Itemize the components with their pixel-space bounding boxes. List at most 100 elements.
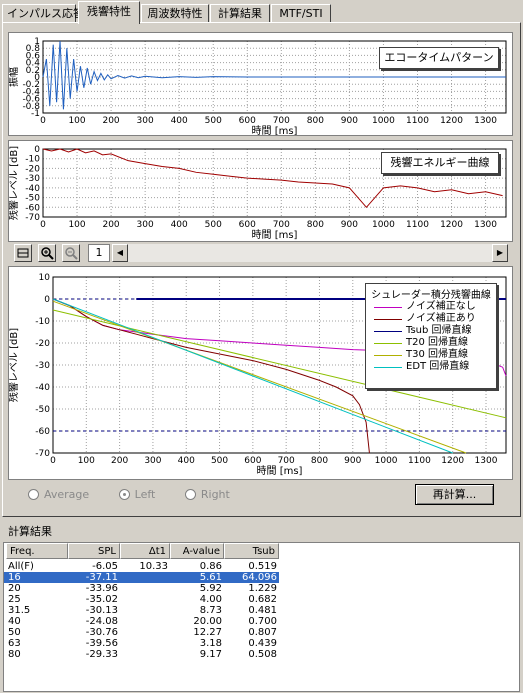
zoom-out-button[interactable] bbox=[62, 244, 80, 262]
col-freq[interactable]: Freq. bbox=[6, 543, 68, 559]
fit-view-button[interactable] bbox=[14, 244, 32, 262]
scroll-right-icon[interactable]: ▶ bbox=[492, 244, 508, 262]
y-tick-label: 0 bbox=[34, 145, 40, 155]
energy-series-line bbox=[42, 148, 503, 209]
tab-impulse-response[interactable]: インパルス応答 bbox=[2, 4, 84, 22]
table-cell: 5.92 bbox=[199, 583, 222, 594]
recalculate-button[interactable]: 再計算... bbox=[415, 484, 494, 505]
table-cell: 0.439 bbox=[248, 638, 277, 649]
table-cell: 50 bbox=[8, 627, 21, 638]
col-a-value[interactable]: A-value bbox=[170, 543, 224, 559]
tab-frequency[interactable]: 周波数特性 bbox=[141, 4, 209, 22]
x-tick-label: 1300 bbox=[474, 116, 497, 126]
y-tick-label: -50 bbox=[35, 405, 50, 415]
radio-average[interactable]: Average bbox=[28, 488, 89, 501]
x-tick-label: 200 bbox=[102, 220, 119, 230]
col-dt1[interactable]: Δt1 bbox=[120, 543, 170, 559]
radio-right-label: Right bbox=[200, 488, 230, 501]
tab-calc-results[interactable]: 計算結果 bbox=[210, 4, 270, 22]
y-axis-label: 残響レベル [dB] bbox=[9, 146, 20, 220]
zoom-in-button[interactable] bbox=[38, 244, 56, 262]
table-cell: 10.33 bbox=[139, 561, 168, 572]
legend-item: T30 回帰直線 bbox=[366, 349, 496, 361]
y-axis-label: 振幅 bbox=[9, 67, 20, 87]
table-row[interactable]: All(F) -6.05 10.33 0.86 0.519 bbox=[4, 561, 279, 572]
x-tick-label: 500 bbox=[211, 456, 228, 466]
plot-frame bbox=[42, 148, 507, 218]
y-axis-label: 残響レベル [dB] bbox=[9, 328, 20, 402]
echo-chart-svg: 0 100 200 300 400 500 600 700 800 900 1000 1100 1200… bbox=[7, 37, 507, 137]
tab-reverberation[interactable]: 残響特性 bbox=[78, 1, 140, 24]
scroll-left-icon[interactable]: ◀ bbox=[112, 244, 128, 262]
radio-right[interactable]: Right bbox=[184, 488, 230, 501]
legend-item: EDT 回帰直線 bbox=[366, 361, 496, 373]
page-field[interactable]: 1 bbox=[88, 244, 110, 262]
table-row[interactable]: 40 -24.08 20.00 0.700 bbox=[4, 616, 279, 627]
table-cell: 5.61 bbox=[199, 572, 222, 583]
x-tick-label: 1300 bbox=[474, 220, 497, 230]
energy-chart: 0 100 200 300 400 500 600 700 800 900 1000 1100 1200… bbox=[7, 140, 513, 242]
tab-mtf-sti[interactable]: MTF/STI bbox=[271, 4, 331, 22]
table-row[interactable]: 31.5 -30.13 8.73 0.481 bbox=[4, 605, 279, 616]
y-tick-label: -40 bbox=[35, 383, 50, 393]
legend-swatch bbox=[374, 343, 402, 344]
y-tick-label: -50 bbox=[25, 194, 40, 204]
y-tick-label: -20 bbox=[35, 339, 50, 349]
zoom-in-icon bbox=[41, 247, 54, 260]
table-cell: 1.229 bbox=[248, 583, 277, 594]
y-tick-label: -60 bbox=[35, 427, 50, 437]
energy-chart-svg: 0 100 200 300 400 500 600 700 800 900 1000 1100 1200… bbox=[7, 145, 507, 241]
y-tick-label: -1 bbox=[31, 109, 40, 119]
y-tick-label: -30 bbox=[25, 174, 40, 184]
decay-legend-items: ノイズ補正なし ノイズ補正あり Tsub 回帰直線 T20 回帰直線 T30 回帰直線 E… bbox=[366, 301, 496, 373]
table-cell: 80 bbox=[8, 649, 21, 660]
x-tick-label: 1300 bbox=[475, 456, 498, 466]
table-row[interactable]: 80 -29.33 9.17 0.508 bbox=[4, 649, 279, 660]
x-tick-label: 800 bbox=[307, 116, 324, 126]
col-tsub[interactable]: Tsub bbox=[224, 543, 279, 559]
legend-label: EDT 回帰直線 bbox=[406, 361, 470, 372]
decay-chart: 0 100 200 300 400 500 600 700 800 900 1000 1100 1200… bbox=[7, 266, 513, 480]
channel-radio-group: Average Left Right bbox=[28, 488, 230, 501]
table-cell: 0.700 bbox=[248, 616, 277, 627]
table-row[interactable]: 63 -39.56 3.18 0.439 bbox=[4, 638, 279, 649]
horizontal-scrollbar[interactable]: ◀ ▶ bbox=[112, 244, 508, 262]
table-cell: 0.807 bbox=[248, 627, 277, 638]
x-tick-label: 500 bbox=[205, 220, 222, 230]
x-tick-label: 900 bbox=[344, 456, 361, 466]
fit-icon bbox=[17, 248, 29, 258]
echo-series-line bbox=[42, 40, 506, 110]
radio-left[interactable]: Left bbox=[118, 488, 155, 501]
x-tick-label: 0 bbox=[50, 456, 56, 466]
x-tick-label: 400 bbox=[178, 456, 195, 466]
decay-series-line-2 bbox=[52, 298, 370, 454]
table-cell: 0.86 bbox=[199, 561, 222, 572]
x-tick-label: 800 bbox=[307, 220, 324, 230]
x-tick-label: 1200 bbox=[440, 220, 463, 230]
table-row[interactable]: 16 -37.11 5.61 64.096 bbox=[4, 572, 279, 583]
x-tick-label: 200 bbox=[102, 116, 119, 126]
table-cell: 63 bbox=[8, 638, 21, 649]
table-row[interactable]: 25 -35.02 4.00 0.682 bbox=[4, 594, 279, 605]
y-tick-label: 0.8 bbox=[26, 44, 41, 54]
x-tick-label: 300 bbox=[137, 220, 154, 230]
table-row[interactable]: 20 -33.96 5.92 1.229 bbox=[4, 583, 279, 594]
legend-item: Tsub 回帰直線 bbox=[366, 325, 496, 337]
x-tick-label: 1000 bbox=[375, 456, 398, 466]
y-tick-label: -60 bbox=[25, 203, 40, 213]
x-tick-label: 300 bbox=[144, 456, 161, 466]
table-row[interactable]: 50 -30.76 12.27 0.807 bbox=[4, 627, 279, 638]
x-tick-label: 600 bbox=[244, 456, 261, 466]
col-spl[interactable]: SPL bbox=[68, 543, 120, 559]
decay-series-line-5 bbox=[52, 300, 467, 454]
table-cell: -37.11 bbox=[85, 572, 118, 583]
table-cell: 12.27 bbox=[193, 627, 222, 638]
energy-legend: 残響エネルギー曲線 bbox=[381, 152, 499, 174]
decay-series-line-6 bbox=[52, 298, 453, 454]
y-tick-label: 10 bbox=[39, 273, 51, 283]
zoom-out-icon bbox=[65, 247, 78, 260]
legend-label: T30 回帰直線 bbox=[406, 349, 469, 360]
y-tick-label: 0.2 bbox=[26, 66, 40, 76]
y-tick-label: -0.2 bbox=[22, 80, 40, 90]
legend-swatch bbox=[374, 355, 402, 356]
